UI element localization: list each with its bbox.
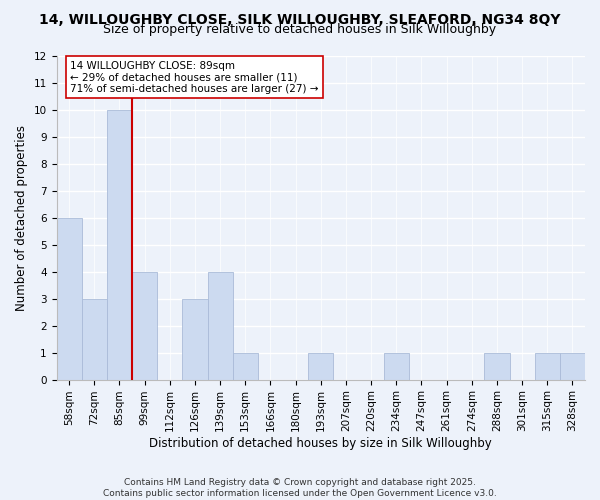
Text: 14 WILLOUGHBY CLOSE: 89sqm
← 29% of detached houses are smaller (11)
71% of semi: 14 WILLOUGHBY CLOSE: 89sqm ← 29% of deta… xyxy=(70,60,319,94)
X-axis label: Distribution of detached houses by size in Silk Willoughby: Distribution of detached houses by size … xyxy=(149,437,492,450)
Y-axis label: Number of detached properties: Number of detached properties xyxy=(15,125,28,311)
Text: Size of property relative to detached houses in Silk Willoughby: Size of property relative to detached ho… xyxy=(103,22,497,36)
Bar xyxy=(132,272,157,380)
Bar xyxy=(107,110,132,380)
Bar xyxy=(308,352,334,380)
Bar xyxy=(383,352,409,380)
Bar xyxy=(56,218,82,380)
Bar xyxy=(535,352,560,380)
Bar xyxy=(233,352,258,380)
Bar xyxy=(560,352,585,380)
Bar xyxy=(208,272,233,380)
Text: Contains HM Land Registry data © Crown copyright and database right 2025.
Contai: Contains HM Land Registry data © Crown c… xyxy=(103,478,497,498)
Bar xyxy=(484,352,509,380)
Bar xyxy=(82,299,107,380)
Text: 14, WILLOUGHBY CLOSE, SILK WILLOUGHBY, SLEAFORD, NG34 8QY: 14, WILLOUGHBY CLOSE, SILK WILLOUGHBY, S… xyxy=(39,12,561,26)
Bar xyxy=(182,299,208,380)
